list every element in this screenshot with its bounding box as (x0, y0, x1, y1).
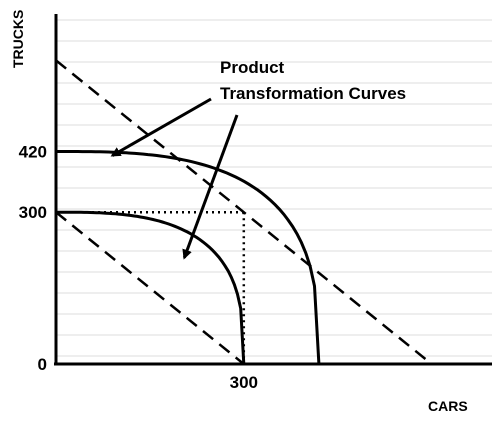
y-tick-label: 420 (19, 142, 47, 161)
budget-line-3 (55, 211, 245, 365)
annotation-text-line: Product (220, 58, 285, 77)
annotation-arrow (182, 114, 239, 260)
axes (54, 14, 492, 366)
y-tick-label: 0 (38, 355, 47, 374)
x-axis-label: CARS (428, 398, 468, 414)
production-curve-1 (56, 210, 246, 365)
x-tick-label: 300 (230, 373, 258, 392)
y-axis-label: TRUCKS (10, 10, 26, 68)
annotation-arrow (110, 97, 212, 157)
production-curve-2 (56, 150, 321, 365)
y-tick-label: 300 (19, 203, 47, 222)
annotation: Product Transformation Curves (110, 58, 406, 260)
gridlines (56, 19, 492, 357)
reference-lines (56, 210, 246, 364)
tick-labels: 0 300 420 300 (19, 142, 258, 392)
annotation-text-line: Transformation Curves (220, 84, 406, 103)
